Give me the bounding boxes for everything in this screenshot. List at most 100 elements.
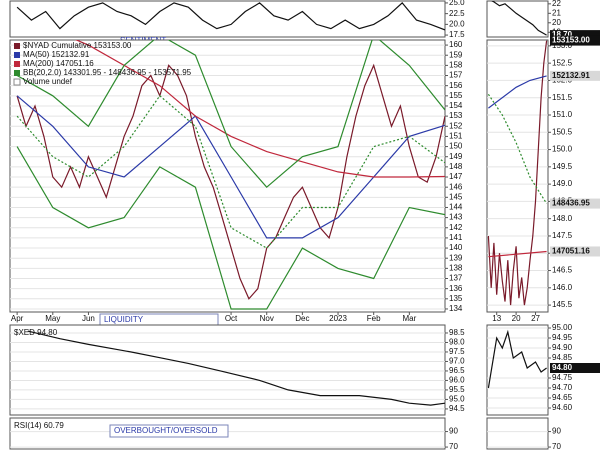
x-tick-label: Apr (11, 314, 24, 323)
y-tick-label: 145.5 (552, 300, 573, 309)
y-tick-label: 149 (449, 152, 463, 161)
y-tick-label: 90 (552, 427, 561, 436)
x-tick-label: Mar (402, 314, 416, 323)
panel (9, 39, 446, 313)
y-tick-label: 21 (552, 8, 561, 17)
price-tag (550, 30, 600, 41)
y-tick-label: 146.0 (552, 283, 573, 292)
y-tick-label: 147 (449, 172, 463, 181)
price-tag-label: 148436.95 (552, 199, 590, 208)
annotation: OVERBOUGHT/OVERSOLD (114, 426, 218, 435)
price-tag-label: 94.80 (552, 363, 573, 372)
y-tick-label: 95.0 (449, 395, 465, 404)
y-tick-label: 70 (552, 442, 561, 450)
y-tick-label: 147.5 (552, 231, 573, 240)
price-tag-label: 147051.16 (552, 247, 590, 256)
panel (486, 0, 549, 38)
legend-label: MA(50) 152132.91 (23, 50, 90, 59)
price-tag-label: 18.70 (552, 30, 573, 39)
y-tick-label: 94.75 (552, 373, 573, 382)
y-tick-label: 152 (449, 121, 463, 130)
panel (486, 417, 549, 450)
y-tick-label: 155 (449, 91, 463, 100)
y-tick-label: 151 (449, 132, 463, 141)
legend-label: BB(20,2.0) 143301.95 - 148436.95 - 15357… (23, 68, 192, 77)
y-tick-label: 152.5 (552, 58, 573, 67)
y-tick-label: 151.5 (552, 93, 573, 102)
y-tick-label: 96.0 (449, 376, 465, 385)
series-line (27, 330, 445, 406)
y-tick-label: 157 (449, 71, 463, 80)
y-tick-label: 151.0 (552, 110, 573, 119)
y-tick-label: 137 (449, 274, 463, 283)
y-tick-label: 20.0 (449, 19, 465, 28)
y-tick-label: 98.5 (449, 328, 465, 337)
legend-label: MA(200) 147051.16 (23, 59, 94, 68)
legend-swatch (14, 52, 20, 58)
y-tick-label: 144 (449, 203, 463, 212)
y-tick-label: 94.95 (552, 333, 573, 342)
plot (490, 1, 547, 36)
y-tick-label: 25.0 (449, 0, 465, 7)
y-tick-label: 149.5 (552, 162, 573, 171)
y-tick-label: 94.65 (552, 393, 573, 402)
legend-label: $NYAD Cumulative 153153.00 (23, 41, 132, 50)
series-line (490, 1, 547, 36)
price-tag-label: 153153.00 (552, 36, 590, 45)
y-tick-label: 156 (449, 81, 463, 90)
legend-swatch (14, 43, 20, 49)
legend-swatch (14, 61, 20, 67)
panel-title: RSI(14) 60.79 (14, 421, 64, 430)
price-tag-label: 152132.91 (552, 71, 590, 80)
x-tick-label: 27 (531, 314, 540, 323)
y-tick-label: 94.90 (552, 343, 573, 352)
y-tick-label: 94.85 (552, 353, 573, 362)
y-tick-label: 95.00 (552, 323, 573, 332)
y-tick-label: 22.5 (449, 9, 465, 18)
series-line (487, 40, 548, 306)
price-tag (550, 363, 600, 373)
x-tick-label: Jun (82, 314, 95, 323)
y-tick-label: 96.5 (449, 366, 465, 375)
y-tick-label: 90 (449, 427, 458, 436)
y-tick-label: 145 (449, 192, 463, 201)
legend-swatch (14, 70, 20, 76)
series-line (487, 329, 547, 389)
panel (9, 324, 446, 416)
x-tick-label: 20 (512, 314, 521, 323)
plot (27, 330, 445, 406)
y-tick-label: 94.5 (449, 404, 465, 413)
y-tick-label: 97.5 (449, 347, 465, 356)
plot (487, 329, 547, 389)
y-tick-label: 148 (449, 162, 463, 171)
series-line (74, 40, 445, 178)
y-tick-label: 159 (449, 50, 463, 59)
price-tag (550, 246, 600, 257)
series-line (488, 75, 547, 109)
y-tick-label: 143 (449, 213, 463, 222)
y-tick-label: 154 (449, 101, 463, 110)
y-tick-label: 70 (449, 442, 458, 450)
y-tick-label: 98.0 (449, 338, 465, 347)
y-tick-label: 150 (449, 142, 463, 151)
y-tick-label: 142 (449, 223, 463, 232)
y-tick-label: 20 (552, 18, 561, 27)
y-tick-label: 149.0 (552, 179, 573, 188)
panel-title: $XED 94.80 (14, 328, 58, 337)
y-tick-label: 139 (449, 253, 463, 262)
legend-note: Volume undef (23, 77, 73, 86)
series-line (16, 2, 445, 31)
y-tick-label: 135 (449, 294, 463, 303)
y-tick-label: 97.0 (449, 357, 465, 366)
y-tick-label: 148.0 (552, 214, 573, 223)
x-tick-label: 13 (492, 314, 501, 323)
x-tick-label: May (45, 314, 60, 323)
plot (16, 40, 445, 310)
x-tick-label: Nov (260, 314, 274, 323)
y-tick-label: 160 (449, 40, 463, 49)
y-tick-label: 153 (449, 111, 463, 120)
y-tick-label: 138 (449, 263, 463, 272)
x-tick-label: Oct (225, 314, 238, 323)
series-line (488, 250, 547, 258)
